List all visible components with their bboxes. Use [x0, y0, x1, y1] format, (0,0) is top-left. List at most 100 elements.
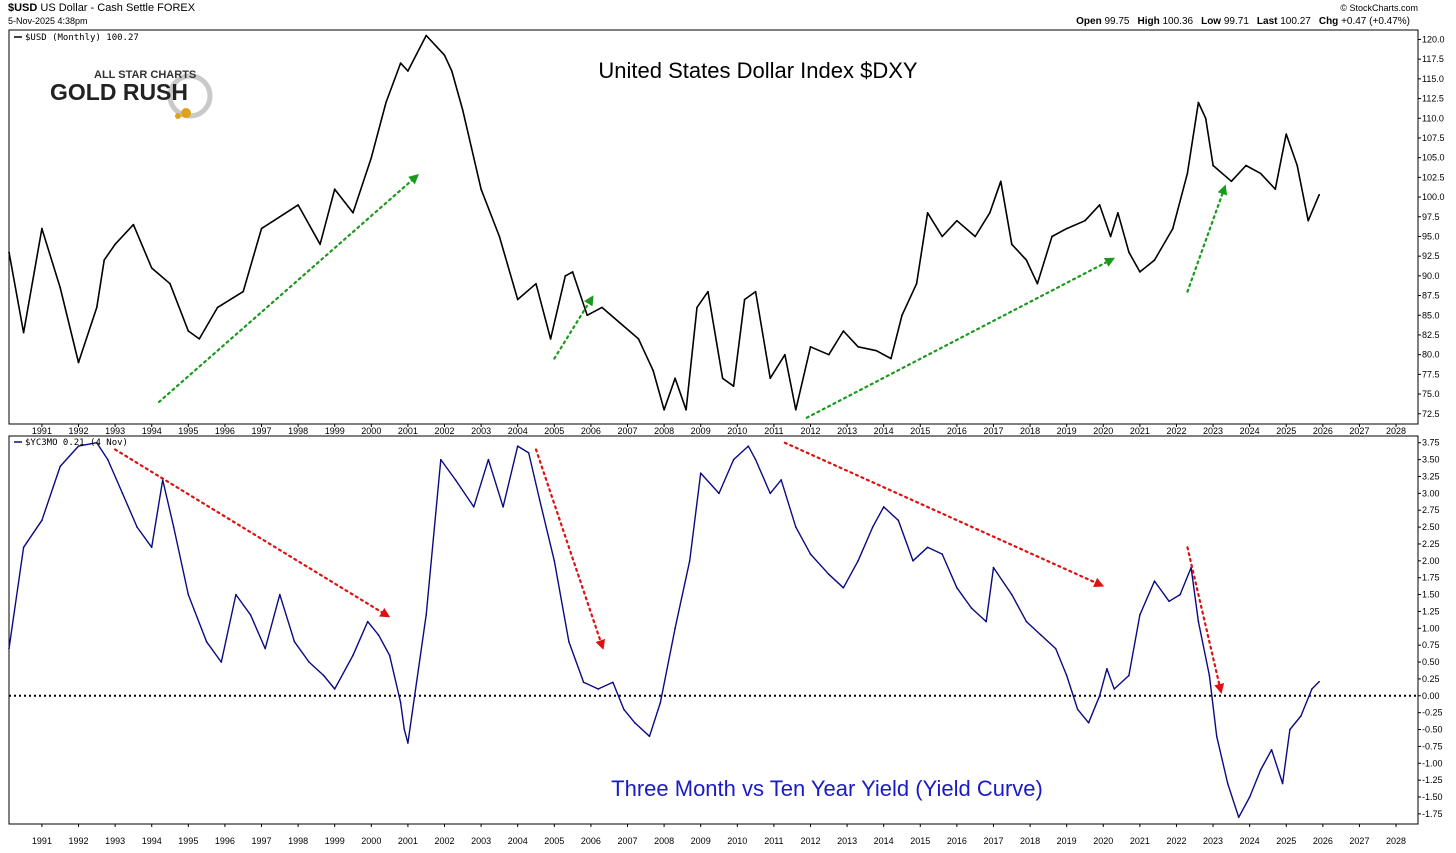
x-tick-label: 2016 [947, 426, 967, 436]
yield-data-point [1179, 593, 1181, 596]
price-data-point [370, 156, 373, 159]
yield-data-point [941, 553, 944, 555]
yield-data-point [205, 641, 208, 643]
yield-data-point [827, 573, 830, 576]
price-data-point [1307, 219, 1310, 222]
price-data-point [875, 349, 878, 352]
price-data-point [451, 70, 453, 72]
yield-data-point [659, 701, 662, 704]
yield-data-point [150, 546, 153, 549]
y-tick-label: 82.5 [1422, 330, 1440, 340]
x-tick-label: 1998 [288, 836, 308, 846]
price-data-point [1245, 164, 1247, 167]
x-tick-label: 2015 [910, 836, 930, 846]
y-tick-label: 3.50 [1422, 455, 1440, 465]
chart-datetime: 5-Nov-2025 4:38pm [8, 16, 88, 26]
yield-data-point [107, 458, 109, 461]
x-tick-label: 2014 [874, 426, 894, 436]
symbol: $USD [8, 2, 38, 14]
x-tick-label: 2000 [361, 426, 381, 436]
x-tick-label: 2020 [1093, 836, 1113, 846]
yield-data-point [425, 614, 428, 616]
yield-data-point [1054, 647, 1057, 650]
yield-data-point [77, 445, 80, 447]
y-tick-label: 0.00 [1422, 691, 1440, 701]
y-tick-label: 115.0 [1422, 74, 1444, 84]
price-data-point [956, 219, 958, 222]
stockcharts-credit[interactable]: © StockCharts.com [1340, 3, 1418, 13]
chart-title: Three Month vs Ten Year Yield (Yield Cur… [611, 776, 1043, 801]
y-tick-label: -1.00 [1422, 758, 1443, 768]
yield-series-line [8, 442, 1320, 818]
yield-data-point [897, 519, 900, 522]
yield-data-point [8, 647, 10, 650]
y-tick-label: 1.75 [1422, 573, 1440, 583]
price-data-point [59, 286, 62, 289]
price-data-point [754, 290, 757, 293]
x-tick-label: 2018 [1020, 836, 1040, 846]
price-data-point [22, 331, 25, 334]
yield-data-point [59, 465, 62, 468]
y-tick-label: 77.5 [1422, 369, 1440, 379]
y-tick-label: 97.5 [1422, 212, 1440, 222]
x-tick-label: 2012 [800, 426, 820, 436]
x-tick-label: 2003 [471, 836, 491, 846]
yield-data-point [1098, 694, 1101, 697]
x-tick-label: 2000 [361, 836, 381, 846]
yield-data-point [264, 647, 266, 650]
y-tick-label: -0.50 [1422, 725, 1443, 735]
x-tick-label: 1991 [32, 426, 52, 436]
x-tick-label: 2028 [1386, 426, 1406, 436]
logo-line1: ALL STAR CHARTS [94, 69, 196, 81]
price-data-point [549, 338, 552, 340]
price-data-point [926, 212, 929, 214]
yield-data-point [634, 721, 636, 724]
x-tick-label: 2027 [1349, 426, 1369, 436]
yield-data-point [1113, 688, 1116, 690]
yield-data-point [769, 492, 772, 495]
yield-data-point [308, 661, 310, 663]
yield-data-point [926, 546, 929, 549]
x-tick-label: 2015 [910, 426, 930, 436]
price-data-point [1128, 251, 1130, 254]
x-tick-label: 2005 [544, 836, 564, 846]
x-tick-label: 2016 [947, 836, 967, 846]
price-data-point [187, 330, 190, 332]
yield-data-point [472, 506, 475, 508]
yield-data-point [754, 458, 757, 461]
price-data-point [535, 282, 537, 285]
price-data-point [571, 271, 574, 273]
price-data-point [809, 345, 812, 348]
price-data-point [1212, 164, 1214, 167]
y-tick-label: 105.0 [1422, 153, 1445, 163]
yield-data-point [235, 593, 237, 596]
yield-data-point [992, 566, 995, 569]
yield-data-point [553, 560, 556, 562]
x-tick-label: 2021 [1130, 836, 1150, 846]
x-tick-label: 2020 [1093, 426, 1113, 436]
yield-data-point [795, 526, 797, 528]
x-tick-label: 2019 [1057, 836, 1077, 846]
yield-data-point [249, 614, 252, 616]
y-tick-label: 112.5 [1422, 94, 1444, 104]
y-tick-label: 80.0 [1422, 350, 1440, 360]
price-data-point [721, 377, 724, 380]
price-panel-frame [8, 29, 1419, 425]
yield-data-point [842, 587, 845, 589]
yield-data-point [502, 506, 504, 508]
price-data-point [974, 235, 976, 238]
ohlc-label: Last [1256, 16, 1281, 27]
x-tick-label: 1994 [142, 426, 162, 436]
yield-data-point [220, 661, 223, 663]
yield-data-point [293, 641, 296, 643]
yield-data-point [1139, 614, 1141, 616]
price-data-point [242, 290, 245, 293]
price-data-point [696, 306, 698, 309]
x-tick-label: 2001 [398, 426, 418, 436]
yield-data-point [985, 620, 987, 623]
price-data-point [586, 314, 589, 317]
x-tick-label: 2018 [1020, 426, 1040, 436]
y-tick-label: 87.5 [1422, 291, 1440, 301]
price-data-point [150, 267, 153, 269]
